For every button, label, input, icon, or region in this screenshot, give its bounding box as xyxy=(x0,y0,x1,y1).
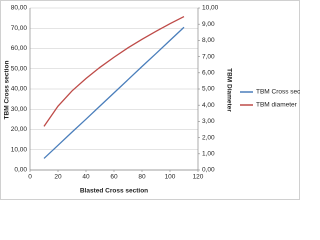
y2-tick-label: 6,00 xyxy=(202,70,215,77)
x-tick-label: 40 xyxy=(82,174,90,181)
x-tick-label: 120 xyxy=(193,174,204,181)
y2-axis-title: TBM Diameter xyxy=(225,68,232,112)
y-tick-label: 30,00 xyxy=(11,106,28,113)
y2-tick-label: 10,00 xyxy=(202,5,219,12)
series-line xyxy=(43,16,185,127)
x-tick-label: 100 xyxy=(165,174,176,181)
chart: TBM Cross section TBM Diameter Blasted C… xyxy=(0,0,300,200)
x-tick-label: 0 xyxy=(28,174,32,181)
legend-label: TBM Cross section xyxy=(256,89,300,96)
y2-tick-label: 7,00 xyxy=(202,53,215,60)
y-tick-label: 70,00 xyxy=(11,25,28,32)
y2-tick-label: 4,00 xyxy=(202,102,215,109)
y-tick-label: 60,00 xyxy=(11,45,28,52)
y-tick-label: 50,00 xyxy=(11,65,28,72)
y2-tick-label: 3,00 xyxy=(202,118,215,125)
y2-tick-label: 5,00 xyxy=(202,86,215,93)
y2-tick-label: 0,00 xyxy=(202,167,215,174)
y-tick-label: 0,00 xyxy=(14,167,27,174)
x-tick-label: 80 xyxy=(138,174,146,181)
y2-tick-label: 2,00 xyxy=(202,134,215,141)
y-tick-label: 40,00 xyxy=(11,86,28,93)
y-tick-label: 10,00 xyxy=(11,146,28,153)
y2-tick-label: 8,00 xyxy=(202,37,215,44)
legend-label: TBM diameter xyxy=(256,102,298,109)
y2-tick-label: 9,00 xyxy=(202,21,215,28)
y-tick-label: 20,00 xyxy=(11,126,28,133)
y-axis-title: TBM Cross section xyxy=(4,61,11,120)
y-tick-label: 80,00 xyxy=(11,5,28,12)
x-tick-label: 20 xyxy=(54,174,62,181)
page: {"chart_data": {"type": "line", "x_label… xyxy=(0,0,300,200)
series-line xyxy=(43,26,185,159)
x-axis-title: Blasted Cross section xyxy=(80,188,148,195)
chart-border xyxy=(0,0,300,200)
x-tick-label: 60 xyxy=(110,174,118,181)
y2-tick-label: 1,00 xyxy=(202,151,215,158)
